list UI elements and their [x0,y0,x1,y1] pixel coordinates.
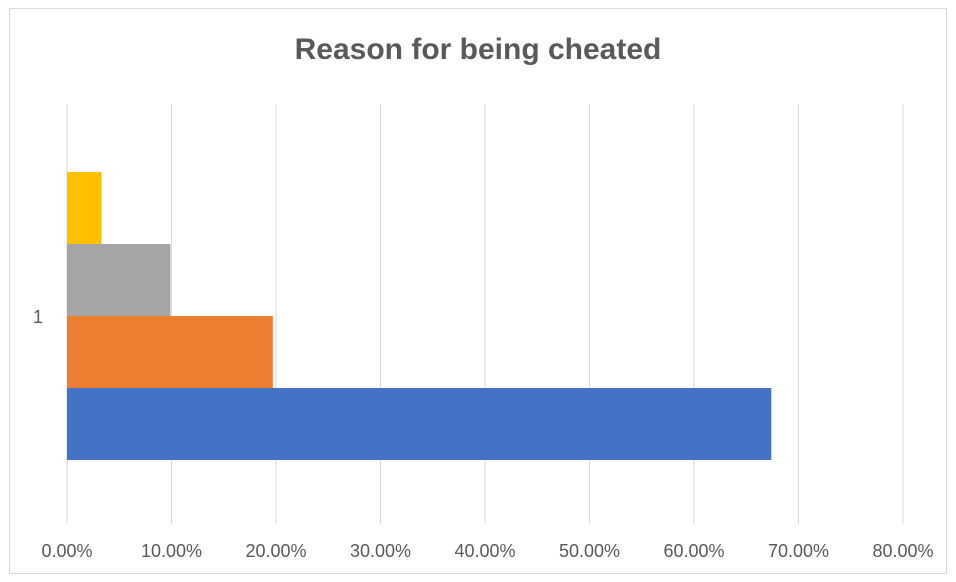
bar-series-1 [67,388,772,460]
y-category-label: 1 [33,307,43,327]
x-tick-label: 60.00% [663,541,724,561]
bar-series-3 [67,244,171,316]
x-tick-label: 70.00% [768,541,829,561]
x-tick-label: 30.00% [350,541,411,561]
chart-title: Reason for being cheated [294,33,662,66]
gridlines [66,104,904,524]
bar-series-4 [67,172,102,244]
x-tick-label: 80.00% [872,541,933,561]
bars [67,172,772,460]
x-tick-label: 0.00% [41,541,92,561]
x-tick-label: 50.00% [559,541,620,561]
x-tick-label: 40.00% [454,541,515,561]
x-tick-label: 20.00% [245,541,306,561]
x-axis-tick-labels: 0.00% 10.00% 20.00% 30.00% 40.00% 50.00% 60.00… [41,541,933,561]
y-axis-category-labels: 1 [33,307,43,327]
bar-series-2 [67,316,273,388]
x-tick-label: 10.00% [141,541,202,561]
